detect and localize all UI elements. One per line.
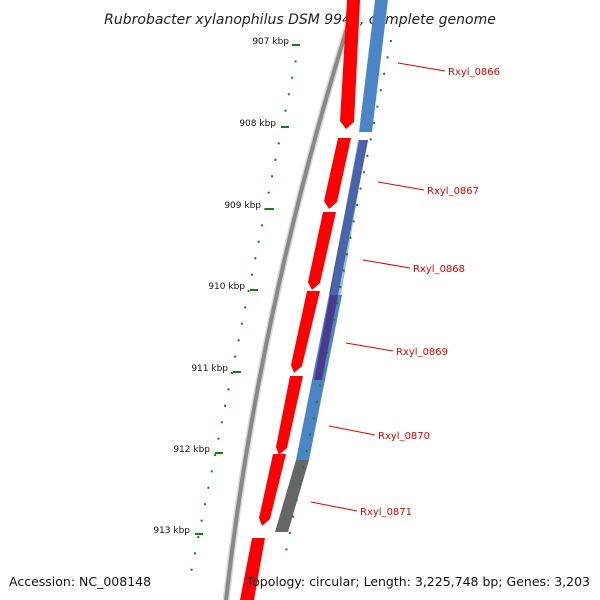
kbp-label: 910 kbp [208,282,245,292]
cds-forward[interactable] [308,212,336,290]
cds-reverse-blue[interactable] [359,0,388,132]
cds-forward[interactable] [240,538,265,600]
kbp-label: 911 kbp [191,364,228,374]
cds-forward[interactable] [324,138,351,209]
dotted-track-right [285,39,392,551]
kbp-label: 909 kbp [224,201,261,211]
cds-reverse-purple[interactable] [314,295,338,380]
backbone [224,0,358,600]
gene-label[interactable]: Rxyl_0871 [360,507,412,518]
kbp-label: 912 kbp [173,445,210,455]
gene-leader [328,425,376,436]
cds-reverse-gray[interactable] [275,460,309,532]
gene-leader [345,342,394,352]
gene-label[interactable]: Rxyl_0869 [396,347,448,358]
gene-labels: Rxyl_0866 Rxyl_0867 Rxyl_0868 Rxyl_0869 … [310,62,500,518]
gene-label[interactable]: Rxyl_0870 [378,431,430,442]
cds-forward[interactable] [340,0,360,129]
topology-text: Topology: circular; Length: 3,225,748 bp… [246,574,590,589]
gene-leader [377,181,425,191]
cds-forward[interactable] [259,454,286,526]
forward-strand [240,0,360,600]
kbp-label: 913 kbp [153,526,190,536]
cds-reverse-blue[interactable] [330,140,367,295]
gene-label[interactable]: Rxyl_0866 [448,67,500,78]
gene-label[interactable]: Rxyl_0867 [427,186,479,197]
cds-forward[interactable] [276,376,303,455]
kbp-label: 908 kbp [239,119,276,129]
cds-forward[interactable] [291,291,320,373]
scale: 907 kbp 908 kbp 909 kbp 910 kbp 911 kbp … [153,37,300,536]
accession-text: Accession: NC_008148 [9,574,152,589]
gene-leader [397,62,446,72]
kbp-label: 907 kbp [252,37,289,47]
gene-label[interactable]: Rxyl_0868 [413,264,465,275]
gene-leader [310,501,358,512]
genome-title: Rubrobacter xylanophilus DSM 9941, compl… [104,12,496,28]
gene-leader [362,259,411,269]
